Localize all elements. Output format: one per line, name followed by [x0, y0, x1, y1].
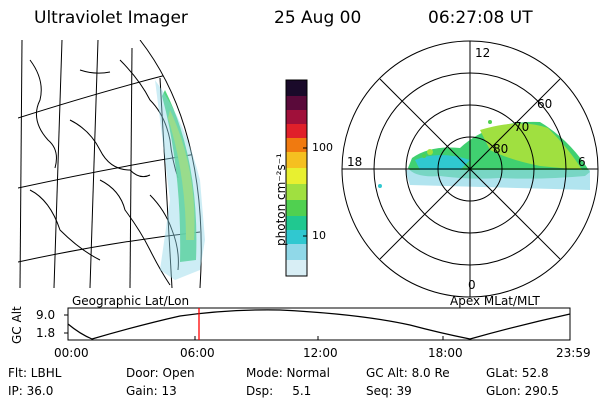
- status-gain: Gain: 13: [126, 384, 177, 398]
- status-flt: Flt: LBHL: [8, 366, 62, 380]
- altitude-ytick-low: 1.8: [36, 326, 56, 340]
- colorbar-units-label: photon cm⁻²s⁻¹: [274, 153, 288, 246]
- colorbar-tick-100: 100: [312, 141, 333, 154]
- polar-plot: [341, 40, 599, 298]
- mlat-60-label: 60: [537, 97, 553, 111]
- instrument-title: Ultraviolet Imager: [34, 8, 188, 28]
- status-dsp: Dsp: 5.1: [246, 384, 312, 398]
- mlat-80-label: 80: [493, 142, 509, 156]
- altitude-xtick: 23:59: [556, 346, 591, 360]
- status-gc-alt: GC Alt: 8.0 Re: [366, 366, 450, 380]
- altitude-xtick: 12:00: [303, 346, 338, 360]
- mlt-12-label: 12: [475, 46, 491, 60]
- colorbar: [285, 79, 308, 277]
- mlt-6-label: 6: [578, 155, 586, 169]
- status-ip: IP: 36.0: [8, 384, 54, 398]
- mlat-70-label: 70: [514, 120, 530, 134]
- geo-map: [18, 40, 205, 288]
- mlt-18-label: 18: [347, 155, 363, 169]
- colorbar-tick-10: 10: [312, 229, 326, 242]
- status-seq: Seq: 39: [366, 384, 412, 398]
- polar-caption: Apex MLat/MLT: [450, 294, 540, 308]
- status-door: Door: Open: [126, 366, 195, 380]
- status-mode: Mode: Normal: [246, 366, 330, 380]
- altitude-plot: [64, 307, 571, 341]
- date-label: 25 Aug 00: [274, 8, 362, 28]
- altitude-xtick: 18:00: [428, 346, 463, 360]
- status-glon: GLon: 290.5: [486, 384, 559, 398]
- altitude-xtick: 00:00: [54, 346, 89, 360]
- altitude-xtick: 06:00: [180, 346, 215, 360]
- altitude-ytick-high: 9.0: [36, 308, 56, 322]
- geo-caption: Geographic Lat/Lon: [72, 294, 190, 308]
- mlt-0-label: 0: [468, 278, 476, 292]
- time-label: 06:27:08 UT: [428, 8, 533, 28]
- status-glat: GLat: 52.8: [486, 366, 549, 380]
- altitude-ylabel: GC Alt: [10, 306, 24, 344]
